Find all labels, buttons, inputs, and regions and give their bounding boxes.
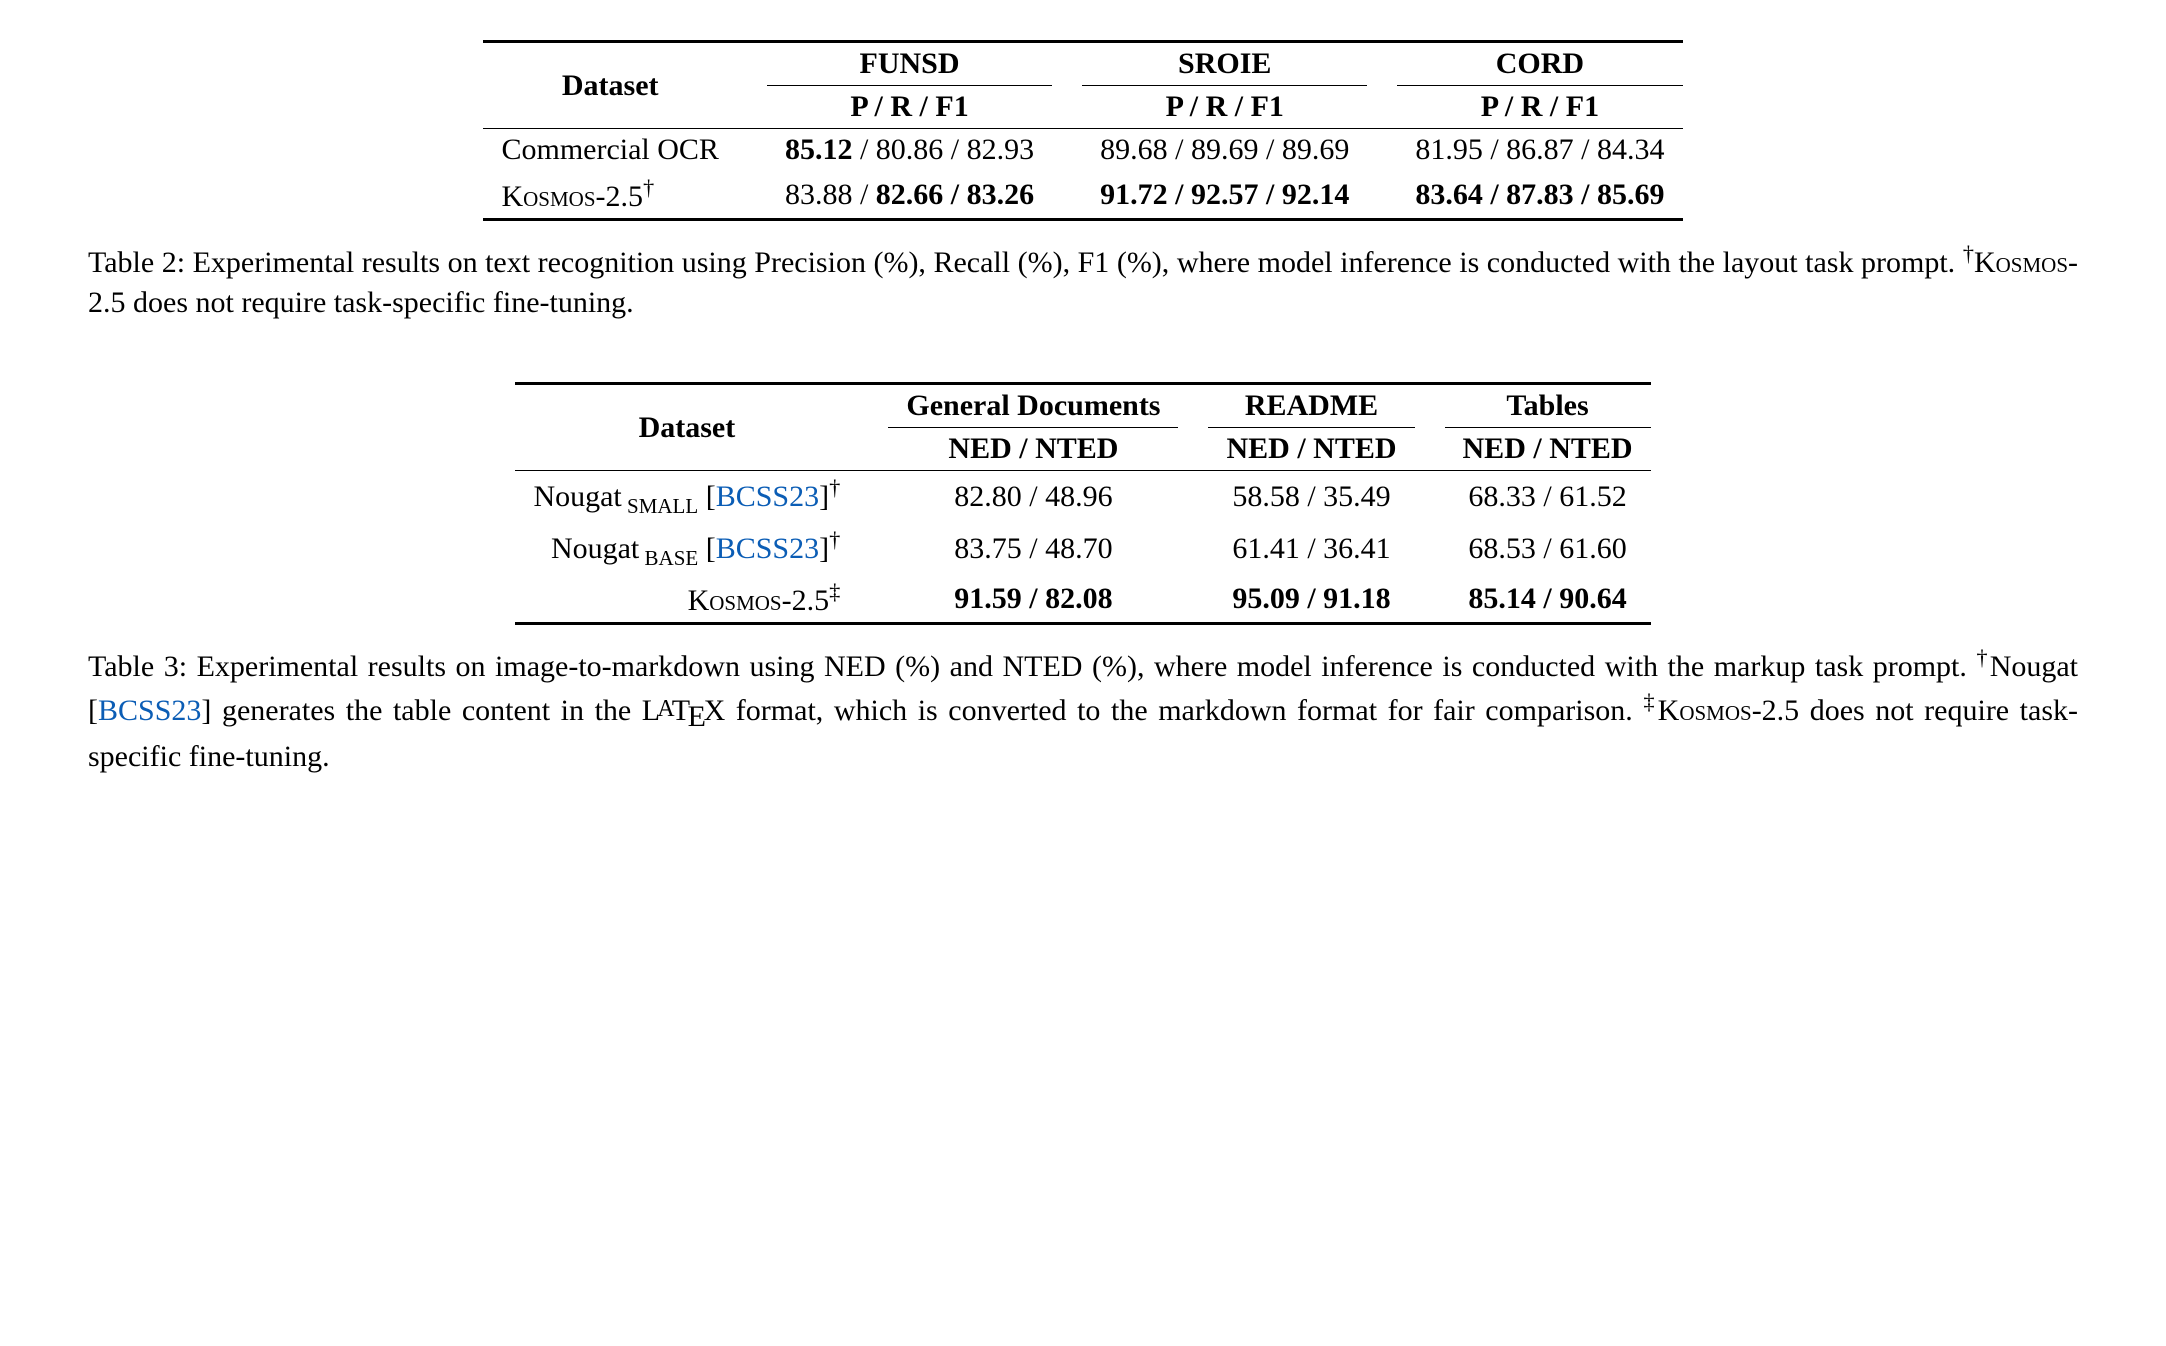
kosmos-name: Kosmos — [1974, 246, 2068, 279]
kosmos-name: Kosmos — [1658, 694, 1752, 727]
t3-cap-a: Table 3: Experimental results on image-t… — [88, 650, 1976, 683]
t3-group-0: General Documents — [888, 384, 1178, 428]
t3-group-1: README — [1208, 384, 1414, 428]
t3-metric-2: NED / NTED — [1445, 428, 1651, 471]
t2-cap-text-a: Table 2: Experimental results on text re… — [88, 246, 1963, 279]
table-2-caption: Table 2: Experimental results on text re… — [88, 239, 2078, 322]
table-3-caption: Table 3: Experimental results on image-t… — [88, 643, 2078, 776]
t2-row-0-cell-1: 89.68 / 89.69 / 89.69 — [1082, 129, 1367, 172]
table-2: Dataset FUNSD SROIE CORD P / R / F1 P / … — [483, 40, 1682, 221]
t2-row-1-cell-2: 83.64 / 87.83 / 85.69 — [1397, 171, 1682, 220]
citation-link[interactable]: BCSS23 — [98, 694, 201, 727]
t2-group-1: SROIE — [1082, 42, 1367, 86]
t2-metric-2: P / R / F1 — [1397, 86, 1682, 129]
t3-row-1-cell-1: 61.41 / 36.41 — [1208, 523, 1414, 575]
t2-dataset-header: Dataset — [483, 42, 736, 129]
t3-cap-d: format, which is converted to the markdo… — [725, 694, 1643, 727]
table-3-block: Dataset General Documents README Tables … — [60, 382, 2106, 776]
t3-row-1-label: Nougat BASE [BCSS23]† — [515, 523, 858, 575]
t2-row-1-label: Kosmos-2.5† — [483, 171, 736, 220]
t3-row-0-cell-1: 58.58 / 35.49 — [1208, 471, 1414, 524]
t3-group-2: Tables — [1445, 384, 1651, 428]
t3-row-2-cell-0: 91.59 / 82.08 — [888, 575, 1178, 624]
t3-row-0-cell-2: 68.33 / 61.52 — [1445, 471, 1651, 524]
t2-row-1-cell-1: 91.72 / 92.57 / 92.14 — [1082, 171, 1367, 220]
dagger-symbol: † — [1976, 645, 1989, 670]
t3-row-2-label: Kosmos-2.5‡ — [515, 575, 858, 624]
t3-row-1-cell-2: 68.53 / 61.60 — [1445, 523, 1651, 575]
citation-link[interactable]: BCSS23 — [716, 480, 819, 513]
t3-metric-0: NED / NTED — [888, 428, 1178, 471]
dagger-symbol: † — [1963, 241, 1974, 266]
t2-group-0: FUNSD — [767, 42, 1052, 86]
t3-cap-c: ] generates the table content in the — [201, 694, 641, 727]
t3-row-2-cell-1: 95.09 / 91.18 — [1208, 575, 1414, 624]
t2-metric-1: P / R / F1 — [1082, 86, 1367, 129]
t2-group-2: CORD — [1397, 42, 1682, 86]
t3-row-2-cell-2: 85.14 / 90.64 — [1445, 575, 1651, 624]
table-2-block: Dataset FUNSD SROIE CORD P / R / F1 P / … — [60, 40, 2106, 322]
citation-link[interactable]: BCSS23 — [716, 532, 819, 565]
t2-row-0-label: Commercial OCR — [483, 129, 736, 172]
t3-row-0-label: Nougat SMALL [BCSS23]† — [515, 471, 858, 524]
t2-metric-0: P / R / F1 — [767, 86, 1052, 129]
t2-row-0-cell-2: 81.95 / 86.87 / 84.34 — [1397, 129, 1682, 172]
t2-row-1-cell-0: 83.88 / 82.66 / 83.26 — [767, 171, 1052, 220]
table-3: Dataset General Documents README Tables … — [515, 382, 1650, 625]
t3-metric-1: NED / NTED — [1208, 428, 1414, 471]
ddagger-symbol: ‡ — [1643, 689, 1657, 714]
t2-row-0-cell-0: 85.12 / 80.86 / 82.93 — [767, 129, 1052, 172]
t3-row-0-cell-0: 82.80 / 48.96 — [888, 471, 1178, 524]
latex-logo: LATEX — [642, 694, 725, 727]
t3-dataset-header: Dataset — [515, 384, 858, 471]
t3-row-1-cell-0: 83.75 / 48.70 — [888, 523, 1178, 575]
